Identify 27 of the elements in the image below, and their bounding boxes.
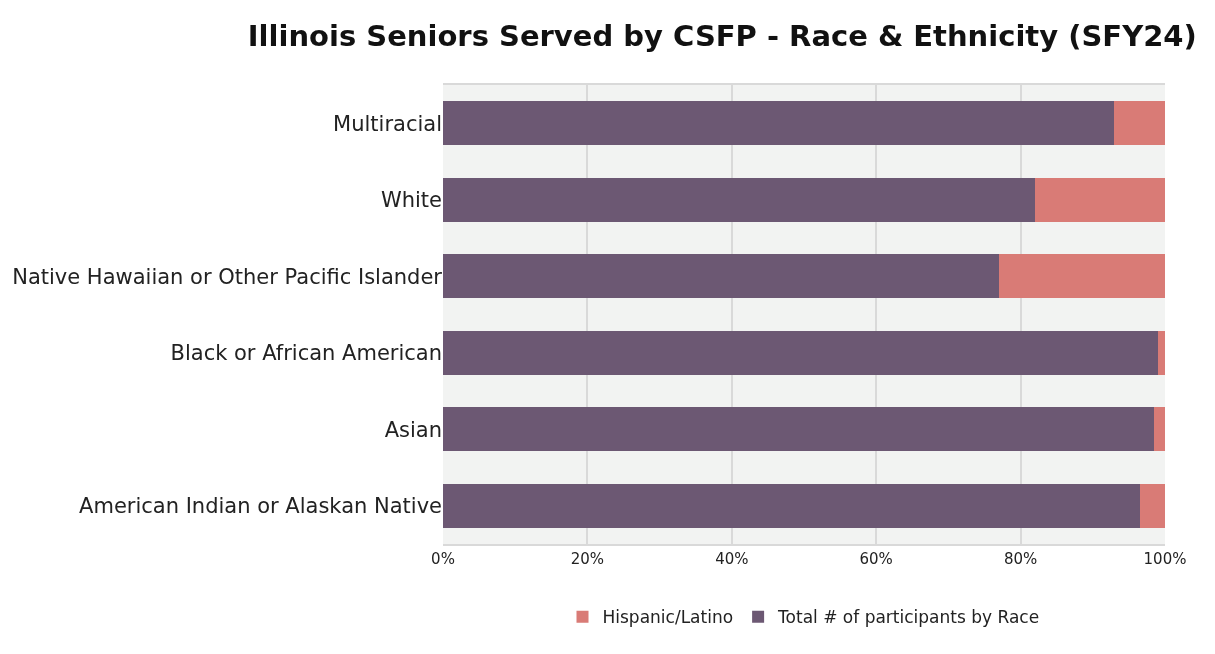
bar — [998, 254, 1165, 299]
x-tick-label: 0% — [431, 550, 455, 568]
bar — [1139, 483, 1165, 528]
bar — [1157, 330, 1165, 375]
bar — [1114, 101, 1165, 146]
y-tick-label: American Indian or Alaskan Native — [79, 494, 442, 519]
x-tick-label: 40% — [715, 550, 749, 568]
y-tick-label: Multiracial — [333, 111, 442, 136]
bar — [443, 483, 1140, 528]
y-tick-label: Black or African American — [170, 341, 442, 366]
bar — [1035, 177, 1165, 222]
bar — [443, 254, 999, 299]
y-tick-label: White — [380, 188, 442, 213]
x-tick-label: 20% — [570, 550, 605, 568]
legend-label: Total # of participants by Race — [777, 607, 1040, 628]
bar — [443, 177, 1036, 222]
bar — [443, 101, 1115, 146]
x-tick-label: 100% — [1143, 550, 1187, 568]
bar — [443, 407, 1155, 452]
x-tick-label: 80% — [1003, 550, 1038, 568]
bar — [1154, 407, 1165, 452]
y-tick-label: Asian — [384, 417, 442, 442]
x-tick-label: 60% — [859, 550, 893, 568]
chart-title: Illinois Seniors Served by CSFP - Race & Ethnicity (SFY24) — [247, 19, 1197, 54]
y-tick-label: Native Hawaiian or Other Pacific Islander — [12, 264, 443, 289]
legend-label: Hispanic/Latino — [602, 607, 734, 628]
bar — [443, 330, 1158, 375]
